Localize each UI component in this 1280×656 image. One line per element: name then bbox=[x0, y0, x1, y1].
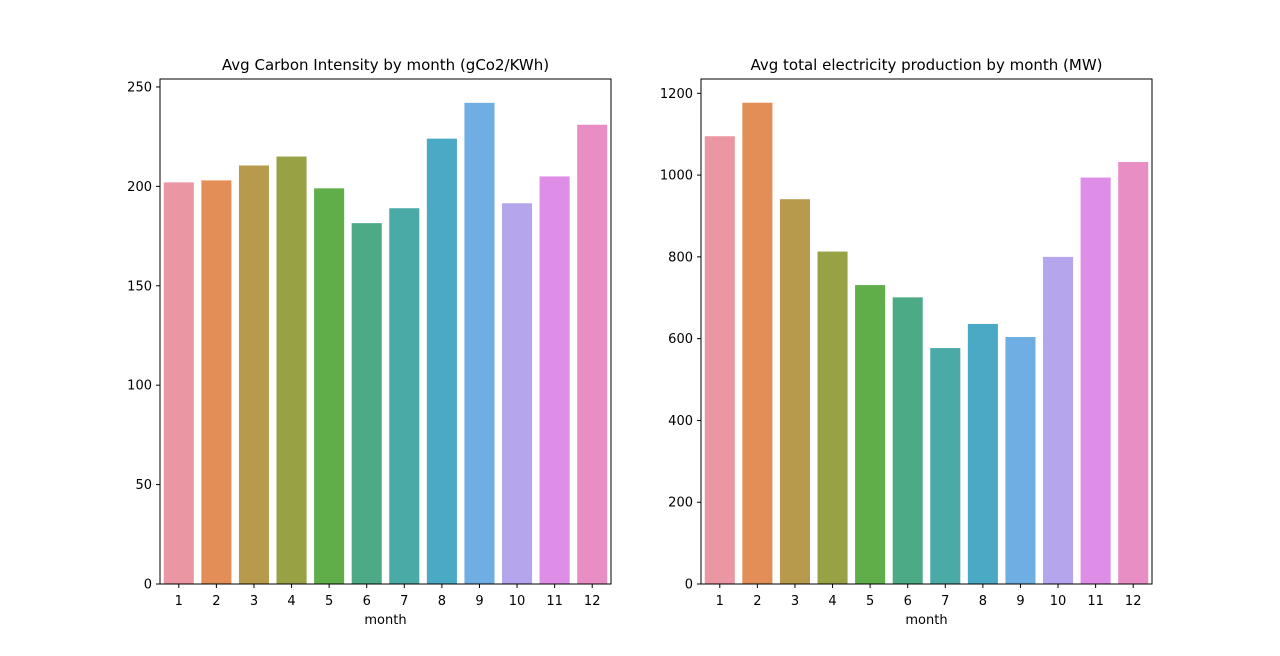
x-tick-label: 6 bbox=[363, 594, 371, 609]
x-tick-label: 8 bbox=[979, 594, 987, 609]
bar bbox=[426, 138, 457, 584]
bar bbox=[163, 182, 194, 584]
y-tick-label: 0 bbox=[144, 578, 152, 593]
bar bbox=[464, 102, 495, 584]
x-tick-label: 11 bbox=[1087, 594, 1104, 609]
x-tick-label: 11 bbox=[546, 594, 563, 609]
electricity-production-chart: Avg total electricity production by mont… bbox=[660, 56, 1153, 628]
bar bbox=[502, 203, 533, 584]
x-tick-label: 2 bbox=[753, 594, 761, 609]
x-axis-label: month bbox=[905, 613, 947, 628]
bar bbox=[351, 223, 382, 584]
x-tick-label: 10 bbox=[509, 594, 526, 609]
y-tick-label: 100 bbox=[127, 379, 152, 394]
bar bbox=[1118, 162, 1149, 584]
x-tick-label: 1 bbox=[716, 594, 724, 609]
bar bbox=[967, 323, 998, 584]
chart-title: Avg total electricity production by mont… bbox=[750, 56, 1102, 74]
bar bbox=[855, 285, 886, 584]
y-tick-label: 150 bbox=[127, 279, 152, 294]
x-tick-label: 7 bbox=[400, 594, 408, 609]
bar bbox=[742, 102, 773, 584]
bar bbox=[779, 199, 810, 584]
y-tick-label: 600 bbox=[668, 332, 693, 347]
x-tick-label: 8 bbox=[438, 594, 446, 609]
carbon-intensity-chart: Avg Carbon Intensity by month (gCo2/KWh)… bbox=[127, 56, 612, 628]
x-tick-label: 10 bbox=[1050, 594, 1067, 609]
bar bbox=[817, 251, 848, 584]
x-tick-label: 5 bbox=[866, 594, 874, 609]
x-tick-label: 3 bbox=[250, 594, 258, 609]
plot-frame bbox=[159, 78, 612, 585]
bar bbox=[314, 188, 345, 584]
x-tick-label: 9 bbox=[1016, 594, 1024, 609]
y-tick-label: 200 bbox=[668, 496, 693, 511]
bar bbox=[1080, 177, 1111, 584]
x-tick-label: 4 bbox=[828, 594, 836, 609]
x-tick-label: 3 bbox=[791, 594, 799, 609]
x-axis-label: month bbox=[364, 613, 406, 628]
chart-title: Avg Carbon Intensity by month (gCo2/KWh) bbox=[222, 56, 549, 74]
bar bbox=[1005, 337, 1036, 584]
bar bbox=[704, 136, 735, 585]
x-tick-label: 9 bbox=[475, 594, 483, 609]
x-tick-label: 2 bbox=[212, 594, 220, 609]
x-tick-label: 6 bbox=[904, 594, 912, 609]
bar bbox=[577, 124, 608, 585]
y-tick-label: 250 bbox=[127, 80, 152, 95]
x-tick-label: 12 bbox=[1125, 594, 1142, 609]
bar bbox=[1043, 256, 1074, 584]
x-tick-label: 7 bbox=[941, 594, 949, 609]
y-tick-label: 800 bbox=[668, 250, 693, 265]
x-tick-label: 5 bbox=[325, 594, 333, 609]
bar bbox=[238, 165, 269, 585]
plot-frame bbox=[700, 78, 1153, 585]
y-tick-label: 200 bbox=[127, 180, 152, 195]
bar bbox=[930, 348, 961, 584]
bar bbox=[276, 156, 307, 584]
y-tick-label: 1000 bbox=[660, 169, 693, 184]
y-tick-label: 400 bbox=[668, 414, 693, 429]
bar bbox=[892, 297, 923, 584]
x-tick-label: 1 bbox=[175, 594, 183, 609]
x-tick-label: 12 bbox=[584, 594, 601, 609]
y-tick-label: 0 bbox=[685, 578, 693, 593]
bar bbox=[201, 180, 232, 584]
y-tick-label: 1200 bbox=[660, 87, 693, 102]
x-tick-label: 4 bbox=[287, 594, 295, 609]
y-tick-label: 50 bbox=[135, 478, 152, 493]
bar bbox=[389, 208, 420, 584]
bar bbox=[539, 176, 570, 584]
